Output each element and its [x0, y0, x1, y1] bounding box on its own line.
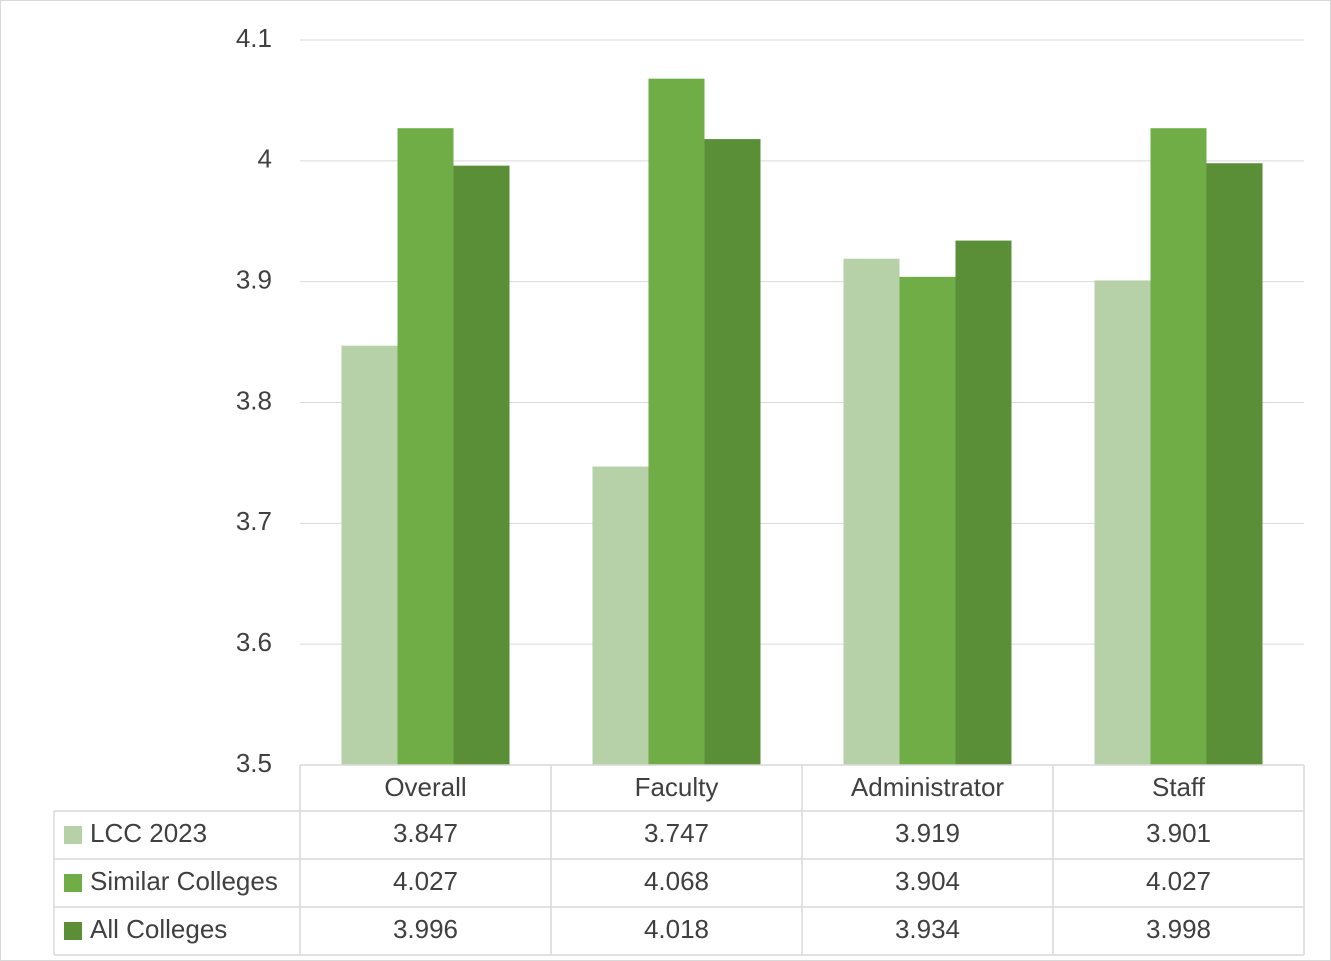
- legend-swatch: [64, 922, 82, 940]
- y-tick-label: 3.7: [236, 506, 272, 536]
- legend-label: LCC 2023: [90, 818, 207, 848]
- bar: [648, 78, 705, 765]
- table-value: 4.027: [393, 866, 458, 896]
- x-tick-label: Staff: [1152, 772, 1206, 802]
- bar: [1150, 128, 1207, 766]
- bar: [899, 276, 956, 765]
- table-value: 4.068: [644, 866, 709, 896]
- legend-label: All Colleges: [90, 914, 227, 944]
- table-value: 3.998: [1146, 914, 1211, 944]
- legend-swatch: [64, 826, 82, 844]
- bar: [453, 165, 510, 765]
- table-value: 3.904: [895, 866, 960, 896]
- y-tick-label: 3.8: [236, 385, 272, 415]
- legend-swatch: [64, 874, 82, 892]
- y-tick-label: 4.1: [236, 23, 272, 53]
- table-value: 3.919: [895, 818, 960, 848]
- bar: [704, 139, 761, 766]
- y-tick-label: 4: [258, 144, 272, 174]
- y-tick-label: 3.6: [236, 627, 272, 657]
- table-value: 3.901: [1146, 818, 1211, 848]
- legend-label: Similar Colleges: [90, 866, 278, 896]
- table-value: 3.847: [393, 818, 458, 848]
- bar: [1094, 280, 1151, 765]
- table-value: 3.996: [393, 914, 458, 944]
- x-tick-label: Overall: [384, 772, 466, 802]
- bar: [955, 240, 1012, 766]
- bar: [341, 345, 398, 765]
- y-tick-label: 3.5: [236, 748, 272, 778]
- table-value: 3.934: [895, 914, 960, 944]
- bar: [843, 258, 900, 765]
- table-value: 4.018: [644, 914, 709, 944]
- bar: [592, 466, 649, 765]
- table-value: 3.747: [644, 818, 709, 848]
- bar: [397, 128, 454, 766]
- table-value: 4.027: [1146, 866, 1211, 896]
- x-tick-label: Administrator: [851, 772, 1004, 802]
- y-tick-label: 3.9: [236, 265, 272, 295]
- bar: [1206, 163, 1263, 765]
- x-tick-label: Faculty: [635, 772, 719, 802]
